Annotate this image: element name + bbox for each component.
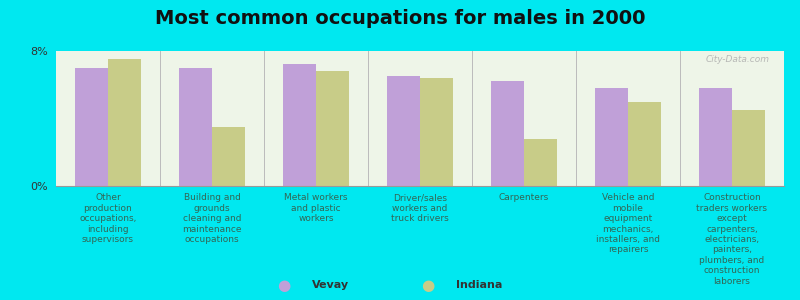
Bar <box>732 110 766 186</box>
Bar <box>698 88 732 186</box>
Bar <box>212 127 246 186</box>
Bar <box>108 59 142 186</box>
Bar <box>628 102 662 186</box>
Bar <box>74 68 108 186</box>
Text: Vehicle and
mobile
equipment
mechanics,
installers, and
repairers: Vehicle and mobile equipment mechanics, … <box>596 194 660 254</box>
Bar <box>490 81 524 186</box>
Text: Carpenters: Carpenters <box>499 194 549 202</box>
Text: City-Data.com: City-Data.com <box>706 55 770 64</box>
Text: Other
production
occupations,
including
supervisors: Other production occupations, including … <box>79 194 137 244</box>
Text: Most common occupations for males in 2000: Most common occupations for males in 200… <box>154 9 646 28</box>
Text: Metal workers
and plastic
workers: Metal workers and plastic workers <box>284 194 348 223</box>
Bar <box>316 71 350 186</box>
Bar <box>420 78 454 186</box>
Bar <box>386 76 420 186</box>
Text: Building and
grounds
cleaning and
maintenance
occupations: Building and grounds cleaning and mainte… <box>182 194 242 244</box>
Text: ●: ● <box>278 278 290 292</box>
Bar <box>594 88 628 186</box>
Text: ●: ● <box>422 278 434 292</box>
Bar <box>524 139 558 186</box>
Bar <box>178 68 212 186</box>
Text: Construction
traders workers
except
carpenters,
electricians,
painters,
plumbers: Construction traders workers except carp… <box>697 194 767 286</box>
Text: Vevay: Vevay <box>312 280 349 290</box>
Text: Indiana: Indiana <box>456 280 502 290</box>
Text: Driver/sales
workers and
truck drivers: Driver/sales workers and truck drivers <box>391 194 449 223</box>
Bar <box>282 64 316 186</box>
